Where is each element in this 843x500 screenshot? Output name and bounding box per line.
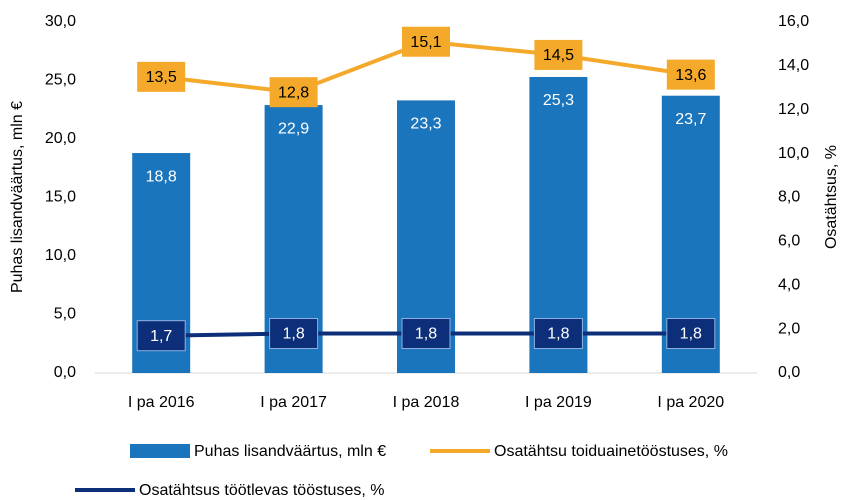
legend-label: Osatähtsu toiduainetööstuses, % bbox=[494, 443, 728, 460]
label-box bbox=[666, 59, 715, 90]
y-tick-label: 0,0 bbox=[54, 364, 76, 381]
label-box bbox=[269, 77, 318, 108]
label-box bbox=[533, 318, 583, 350]
y-tick-label: 20,0 bbox=[45, 130, 76, 147]
y2-tick-label: 8,0 bbox=[778, 189, 800, 206]
line-value-label: 1,8 bbox=[547, 326, 569, 343]
bar-value-label: 25,3 bbox=[543, 92, 574, 109]
y2-tick-label: 2,0 bbox=[778, 320, 800, 337]
line-value-label: 1,8 bbox=[282, 326, 304, 343]
label-box bbox=[401, 318, 451, 350]
y-tick-label: 10,0 bbox=[45, 247, 76, 264]
bar-value-label: 18,8 bbox=[146, 168, 177, 185]
y2-tick-label: 12,0 bbox=[778, 101, 809, 118]
y-tick-label: 30,0 bbox=[45, 13, 76, 30]
label-box bbox=[666, 318, 716, 350]
bar-value-label: 23,3 bbox=[410, 116, 441, 133]
y2-axis-title: Osatähtsus, % bbox=[823, 145, 840, 249]
y2-tick-label: 0,0 bbox=[778, 364, 800, 381]
x-tick-label: I pa 2018 bbox=[393, 394, 460, 411]
line-value-label: 1,7 bbox=[150, 328, 172, 345]
x-tick-label: I pa 2016 bbox=[128, 394, 195, 411]
x-tick-label: I pa 2020 bbox=[657, 394, 724, 411]
y-tick-label: 15,0 bbox=[45, 189, 76, 206]
line-value-label: 15,1 bbox=[410, 34, 441, 51]
line-value-label: 12,8 bbox=[278, 84, 309, 101]
legend-label: Puhas lisandväärtus, mln € bbox=[194, 443, 386, 460]
y2-tick-label: 16,0 bbox=[778, 13, 809, 30]
y2-tick-label: 4,0 bbox=[778, 276, 800, 293]
y2-tick-label: 10,0 bbox=[778, 145, 809, 162]
legend-swatch bbox=[130, 444, 190, 458]
y-tick-label: 5,0 bbox=[54, 306, 76, 323]
x-tick-label: I pa 2019 bbox=[525, 394, 592, 411]
label-box bbox=[402, 26, 450, 57]
label-box bbox=[137, 61, 186, 92]
line-value-label: 1,8 bbox=[415, 326, 437, 343]
bar-value-label: 23,7 bbox=[675, 111, 706, 128]
y-tick-label: 25,0 bbox=[45, 72, 76, 89]
line-value-label: 14,5 bbox=[543, 47, 574, 64]
label-box bbox=[136, 320, 186, 352]
legend-label: Osatähtsus töötlevas tööstuses, % bbox=[139, 482, 384, 499]
y2-tick-label: 14,0 bbox=[778, 57, 809, 74]
label-box bbox=[269, 318, 319, 350]
x-tick-label: I pa 2017 bbox=[260, 394, 327, 411]
y-axis-title: Puhas lisandväärtus, mln € bbox=[9, 101, 26, 293]
line-value-label: 13,6 bbox=[675, 67, 706, 84]
line-value-label: 13,5 bbox=[146, 69, 177, 86]
label-box bbox=[534, 39, 583, 70]
line-value-label: 1,8 bbox=[680, 326, 702, 343]
y2-tick-label: 6,0 bbox=[778, 233, 800, 250]
bar-value-label: 22,9 bbox=[278, 120, 309, 137]
